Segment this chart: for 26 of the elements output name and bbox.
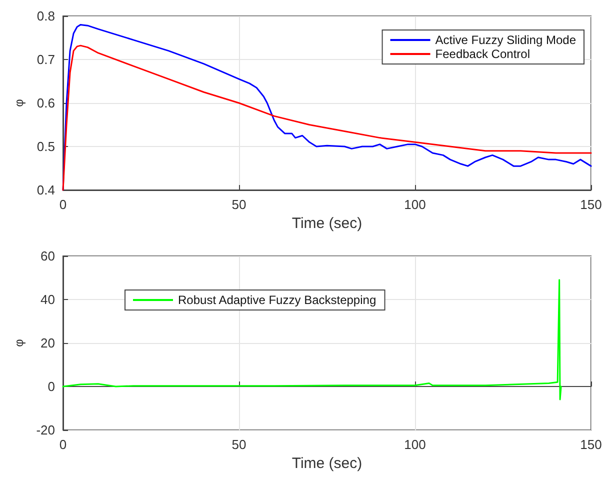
x-tick-label: 150 — [580, 197, 602, 212]
y-tick-label: 0.5 — [36, 139, 55, 154]
y-axis-title: φ — [12, 338, 26, 347]
y-tick-label: 0 — [48, 379, 55, 394]
x-tick-label: 100 — [404, 197, 426, 212]
y-tick-label: -20 — [36, 422, 55, 438]
y-tick-label: 60 — [40, 248, 55, 264]
y-tick-label: 0.4 — [36, 182, 55, 198]
x-tick-label: 0 — [59, 197, 67, 212]
x-tick-label: 0 — [59, 437, 67, 452]
y-axis-title: φ — [12, 98, 26, 107]
x-tick-label: 150 — [580, 437, 602, 452]
x-axis-title: Time (sec) — [292, 455, 362, 472]
y-tick-label: 40 — [40, 292, 55, 307]
legend-label: Feedback Control — [435, 47, 530, 61]
x-tick-label: 50 — [232, 437, 246, 452]
line-series — [62, 279, 562, 400]
x-tick-label: 50 — [232, 197, 246, 212]
y-tick-label: 20 — [40, 336, 55, 350]
x-tick-label: 100 — [404, 437, 426, 452]
legend-label: Active Fuzzy Sliding Mode — [435, 33, 576, 47]
y-tick-label: 0.7 — [36, 52, 55, 67]
legend-label: Robust Adaptive Fuzzy Backstepping — [178, 293, 376, 307]
x-axis-title: Time (sec) — [292, 215, 362, 232]
y-tick-label: 0.6 — [36, 96, 55, 110]
y-tick-label: 0.8 — [36, 8, 55, 24]
